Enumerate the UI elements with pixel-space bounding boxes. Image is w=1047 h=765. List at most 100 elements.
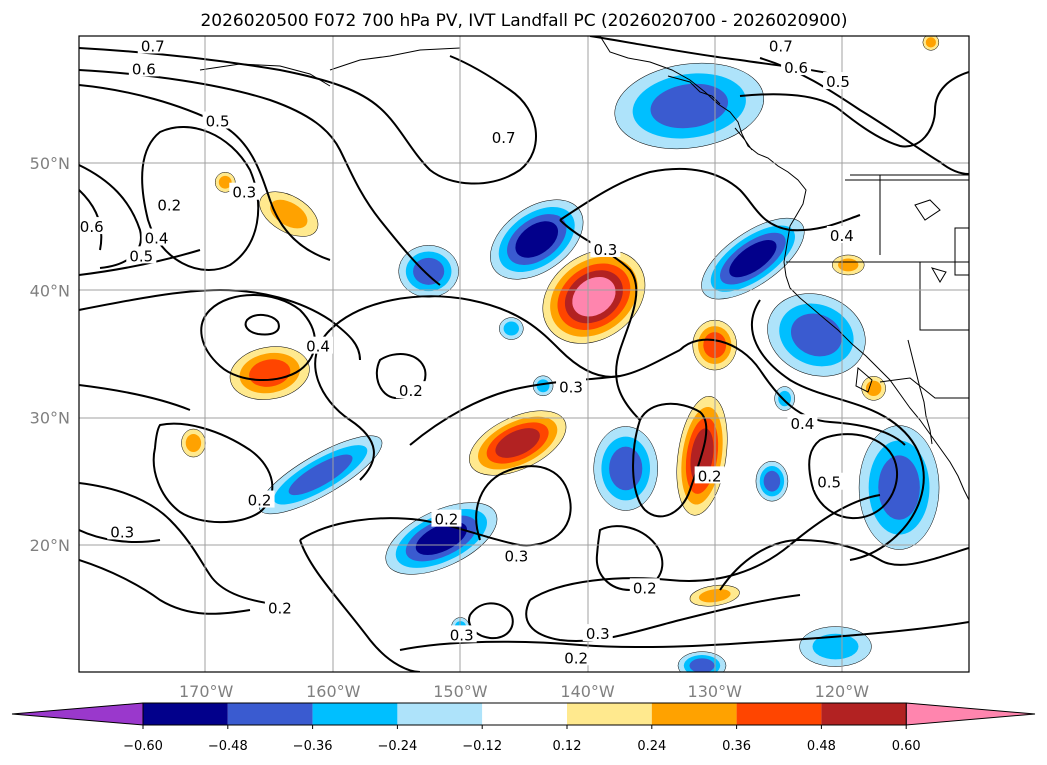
contour-label-bg [128, 59, 159, 77]
contour-label-bg [79, 217, 107, 235]
pc-shade-region [288, 454, 353, 496]
contour-label: 0.6 [80, 218, 104, 236]
contour-label-bg [501, 546, 532, 564]
contour-label: 0.2 [633, 579, 657, 597]
colorbar-swatch [651, 703, 737, 725]
contour-label-bg [823, 72, 854, 90]
contour-label-bg [694, 466, 725, 484]
x-tick-label: 120°W [815, 682, 870, 701]
colorbar-swatch [482, 703, 567, 725]
colorbar-tick-label: −0.36 [293, 739, 333, 754]
colorbar-swatch [143, 703, 228, 725]
pc-shading-layer [181, 36, 940, 672]
contour-label-bg [629, 578, 660, 596]
contour-label: 0.7 [141, 37, 165, 55]
pc-shade-region [838, 258, 859, 272]
contour-label-bg [244, 490, 275, 508]
pc-shade-region [609, 446, 643, 491]
contour-label-bg [781, 58, 812, 76]
contour-label: 0.3 [586, 625, 610, 643]
colorbar-frame [142, 702, 907, 726]
contour-label: 0.4 [306, 338, 330, 356]
contour-label-bg [787, 414, 818, 432]
colorbar-tick-label: 0.12 [553, 739, 582, 754]
y-tick-label: 50°N [30, 154, 70, 173]
colorbar-swatch [312, 703, 398, 725]
contour-label-layer: 0.7 0.6 0.5 0.3 0.2 0.4 0.6 0.5 0.7 0.7 0.6 0.5 0.3 0… [79, 36, 857, 667]
coastline-layer [199, 36, 969, 501]
contour-label: 0.5 [206, 112, 230, 130]
contour-label: 0.3 [559, 378, 583, 396]
pc-shade-region [812, 633, 859, 660]
contour-label-bg [431, 509, 462, 527]
pc-shade-region [729, 239, 777, 278]
contour-label: 0.7 [492, 129, 516, 147]
contour-label: 0.6 [132, 60, 156, 78]
x-tick-label: 130°W [688, 682, 743, 701]
colorbar-swatch [736, 703, 822, 725]
gridlines [79, 36, 969, 672]
contour-label-bg [582, 624, 613, 642]
contour-label-bg [229, 182, 260, 200]
contour-label: 0.2 [268, 600, 292, 618]
y-tick-label: 20°N [30, 536, 70, 555]
pc-shade-region [763, 470, 781, 492]
colorbar: −0.60 −0.48 −0.36 −0.24 −0.12 0.12 0.24 0.36 0.4… [11, 702, 1036, 754]
contour-label-bg [395, 381, 426, 399]
colorbar-swatch [567, 703, 652, 725]
colorbar-swatch [821, 703, 907, 725]
contour-label: 0.4 [791, 415, 815, 433]
contour-label-bg [488, 128, 519, 146]
pc-shade-region [878, 455, 920, 520]
pc-shade-region [515, 221, 559, 258]
pc-shade-region [790, 313, 842, 357]
contour-label: 0.2 [698, 467, 722, 485]
pc-shade-region [925, 37, 936, 48]
contour-label: 0.4 [145, 230, 169, 248]
colorbar-tick-label: −0.48 [208, 739, 248, 754]
contour-label: 0.3 [450, 626, 474, 644]
contour-label-bg [556, 377, 587, 395]
colorbar-swatch [227, 703, 313, 725]
contour-label: 0.7 [769, 37, 793, 55]
contour-label: 0.2 [399, 382, 423, 400]
colorbar-tick-label: 0.24 [637, 739, 666, 754]
contour-label: 0.5 [129, 247, 153, 265]
pc-shade-region [415, 521, 467, 555]
colorbar-tick-label: −0.12 [462, 739, 502, 754]
pc-shade-region [218, 175, 232, 189]
contour-label: 0.2 [435, 511, 459, 529]
contour-label-bg [765, 36, 796, 54]
contour-label-bg [202, 111, 233, 129]
contour-label-bg [303, 336, 334, 354]
contour-label-bg [154, 195, 185, 213]
pv-contour-layer [79, 36, 969, 672]
contour-label: 0.5 [826, 73, 850, 91]
colorbar-extend-min [11, 702, 144, 726]
pc-shade-region [865, 380, 882, 397]
y-tick-label: 40°N [30, 281, 70, 300]
contour-label-bg [446, 625, 477, 643]
contour-label-bg [137, 36, 168, 54]
colorbar-tick-label: 0.36 [722, 739, 751, 754]
map-frame [78, 35, 970, 673]
contour-label: 0.2 [248, 492, 272, 510]
pc-shade-region [572, 276, 616, 317]
y-axis-ticks: 50°N 40°N 30°N 20°N [30, 154, 70, 555]
contour-label-bg [814, 472, 845, 490]
colorbar-tick-label: −0.60 [123, 739, 163, 754]
x-tick-label: 160°W [306, 682, 361, 701]
pc-shade-region [503, 321, 519, 336]
contour-label-bg [590, 239, 621, 257]
x-axis-ticks: 170°W 160°W 150°W 140°W 130°W 120°W [179, 682, 869, 701]
contour-label-bg [561, 648, 592, 666]
x-tick-label: 140°W [560, 682, 615, 701]
x-tick-label: 170°W [179, 682, 234, 701]
contour-label: 0.6 [784, 59, 808, 77]
colorbar-tick-label: 0.48 [807, 739, 836, 754]
contour-label-bg [141, 228, 172, 246]
chart-title: 2026020500 F072 700 hPa PV, IVT Landfall… [200, 11, 847, 31]
x-tick-label: 150°W [433, 682, 488, 701]
contour-label: 0.2 [157, 196, 181, 214]
